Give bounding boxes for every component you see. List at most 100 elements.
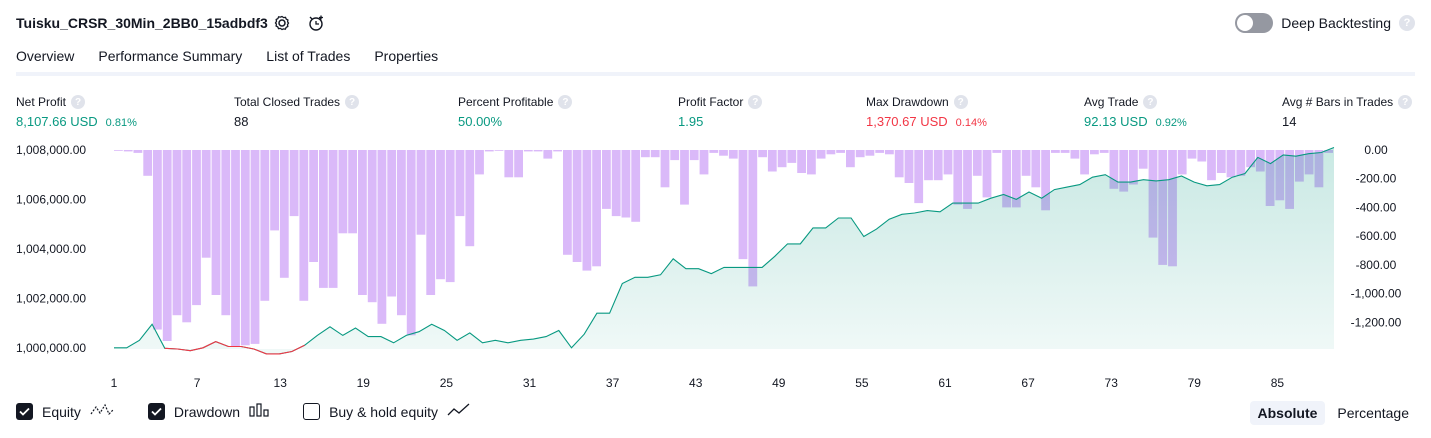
drawdown-bar [211,150,221,295]
drawdown-bar [406,150,416,336]
metric-value: 92.13 USD [1084,114,1148,129]
add-alert-icon[interactable] [307,14,325,32]
right-axis-tick-label: -600.00 [1356,229,1397,243]
drawdown-bar [1216,150,1226,173]
drawdown-bar [1207,150,1216,181]
drawdown-bar [943,150,953,175]
help-icon[interactable]: ? [345,95,360,109]
drawdown-bar [1138,150,1148,169]
metric-label: Net Profit [16,95,67,109]
drawdown-bars-icon [249,403,269,420]
drawdown-bar [855,150,865,158]
drawdown-bar [699,150,709,175]
x-axis-tick-label: 73 [1105,376,1119,390]
help-icon[interactable]: ? [558,95,573,109]
x-axis-tick-label: 31 [523,376,537,390]
tab-properties[interactable]: Properties [374,48,439,64]
help-icon[interactable]: ? [748,95,763,109]
drawdown-bar [240,150,250,346]
tab-overview[interactable]: Overview [16,48,75,76]
drawdown-bar [875,150,885,153]
legend-drawdown-toggle[interactable]: Drawdown [147,403,269,420]
metric-net-profit: Net Profit? 8,107.66 USD 0.81% [16,94,137,129]
drawdown-bar [836,150,845,153]
drawdown-bar [797,150,806,173]
metric-label: Profit Factor [678,95,744,109]
drawdown-bar [543,150,553,159]
percentage-button[interactable]: Percentage [1337,405,1409,421]
drawdown-bar [475,150,484,175]
drawdown-bar [728,150,738,159]
tabs-divider [16,72,1415,76]
legend-label: Equity [42,403,81,420]
buy-hold-checkbox[interactable] [303,403,321,420]
right-axis-tick-label: -200.00 [1356,172,1397,186]
drawdown-checkbox[interactable] [147,403,165,420]
equity-checkbox[interactable] [16,403,33,420]
drawdown-bar [504,150,514,178]
buy-hold-line-icon [447,403,471,420]
drawdown-bar [738,150,748,260]
report-tabs: Overview Performance Summary List of Tra… [16,48,439,76]
x-axis-tick-label: 7 [194,376,201,390]
x-axis-tick-label: 13 [274,376,288,390]
drawdown-bar [914,150,924,204]
help-icon[interactable]: ? [1399,15,1415,31]
drawdown-bar [1011,150,1021,208]
tab-performance-summary[interactable]: Performance Summary [98,48,243,64]
drawdown-bar [689,150,699,161]
drawdown-bar [982,150,992,198]
left-axis-tick-label: 1,004,000.00 [16,242,86,256]
drawdown-bar [582,150,592,271]
help-icon[interactable]: ? [1398,95,1413,109]
drawdown-bars [114,150,1333,347]
drawdown-bar [455,150,465,217]
drawdown-bar [221,150,231,316]
scale-mode-switch: Absolute Percentage [1249,401,1418,425]
left-axis-tick-label: 1,002,000.00 [16,291,86,305]
drawdown-bar [865,150,875,156]
drawdown-bar [319,150,328,288]
drawdown-bar [523,150,533,152]
settings-icon[interactable] [273,14,291,32]
absolute-button[interactable]: Absolute [1249,401,1326,425]
x-axis-tick-label: 37 [606,376,620,390]
right-axis-tick-label: 0.00 [1364,143,1388,157]
drawdown-bar [777,150,787,168]
drawdown-bar [133,150,143,153]
legend-label: Drawdown [173,403,241,420]
legend-buy-hold-toggle[interactable]: Buy & hold equity [303,403,471,420]
help-icon[interactable]: ? [1143,95,1158,109]
metric-percent: 0.92% [1155,117,1187,129]
left-axis: 1,008,000.00 1,006,000.00 1,004,000.00 1,00… [16,143,86,355]
drawdown-bar [494,150,504,151]
metric-value: 50.00% [458,114,503,129]
metric-label: Avg # Bars in Trades [1282,95,1394,109]
drawdown-bar [1031,150,1041,188]
drawdown-bar [338,150,348,234]
drawdown-bar [1226,150,1236,178]
x-axis-tick-label: 1 [111,376,118,390]
left-axis-tick-label: 1,000,000.00 [16,341,86,355]
metric-label: Total Closed Trades [234,95,341,109]
tab-list-of-trades[interactable]: List of Trades [266,48,351,64]
metric-value: 8,107.66 USD [16,114,98,129]
metric-avg-trade: Avg Trade? 92.13 USD 0.92% [1084,94,1187,129]
drawdown-bar [1177,150,1187,175]
drawdown-bar [787,150,797,163]
deep-backtesting-toggle[interactable] [1235,13,1274,33]
metric-max-drawdown: Max Drawdown? 1,370.67 USD 0.14% [866,94,987,129]
legend-equity-toggle[interactable]: Equity [16,403,114,420]
drawdown-bar [924,150,933,181]
drawdown-bar [1109,150,1119,189]
drawdown-bar [201,150,211,258]
drawdown-bar [1236,150,1246,176]
drawdown-bar [1060,150,1070,153]
equity-drawdown-chart[interactable]: 1,008,000.00 1,006,000.00 1,004,000.00 1,00… [0,140,1431,390]
help-icon[interactable]: ? [71,95,86,109]
drawdown-bar [953,150,963,205]
drawdown-bar [816,150,826,159]
drawdown-bar [611,150,621,217]
help-icon[interactable]: ? [953,95,968,109]
drawdown-bar [748,150,758,287]
